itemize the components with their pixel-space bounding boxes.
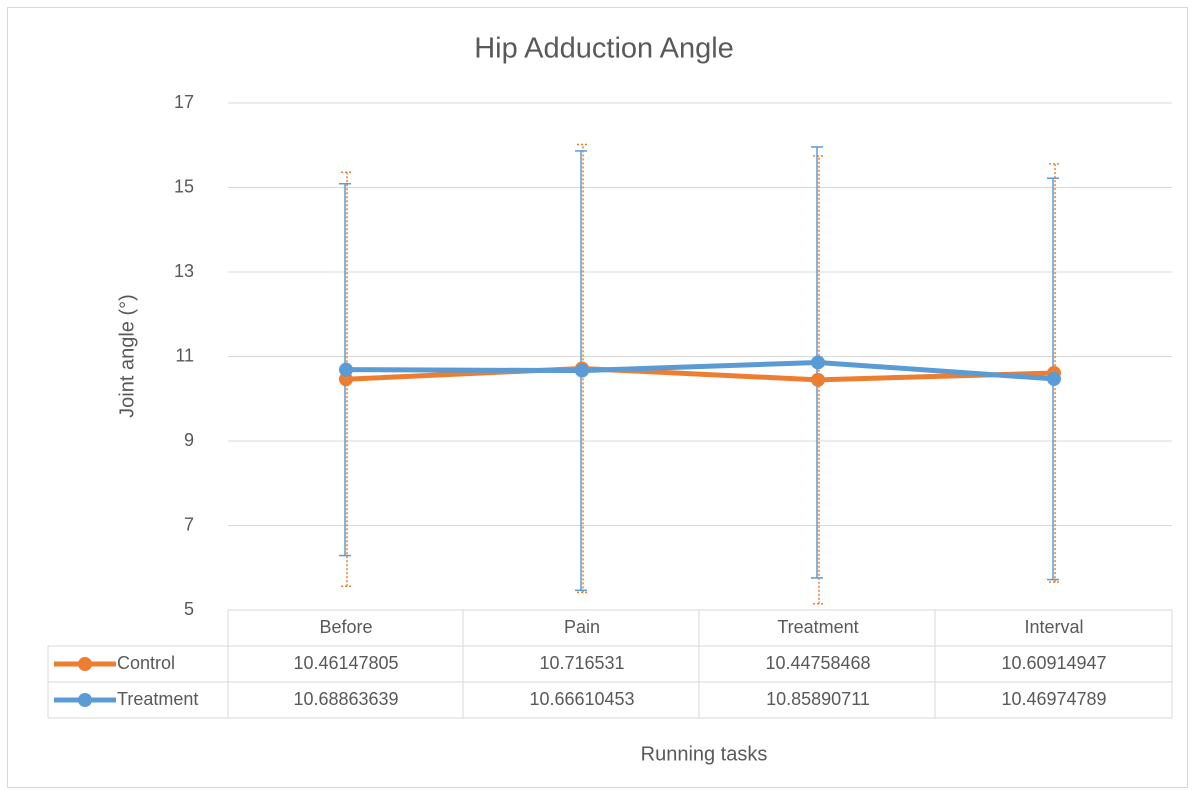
y-tick-label: 17	[174, 92, 194, 112]
table-value: 10.68863639	[293, 689, 398, 709]
y-tick-label: 11	[175, 345, 194, 365]
table-value: 10.66610453	[529, 689, 634, 709]
point	[811, 355, 825, 370]
legend-label: Treatment	[117, 689, 198, 709]
x-tick-label: Before	[319, 617, 372, 637]
point	[339, 362, 353, 377]
x-tick-label: Interval	[1024, 617, 1083, 637]
x-tick-label: Pain	[564, 617, 600, 637]
data-table-grid	[47, 609, 1173, 719]
legend-marker	[78, 657, 92, 671]
y-tick-label: 9	[184, 430, 194, 450]
legend-marker	[78, 693, 92, 707]
table-value: 10.85890711	[766, 689, 870, 709]
series-line	[345, 359, 1055, 382]
y-tick-label: 5	[184, 599, 194, 619]
table-value: 10.716531	[539, 653, 624, 673]
point	[1047, 371, 1061, 386]
y-tick-label: 15	[174, 176, 194, 196]
table-value: 10.44758468	[765, 653, 870, 673]
table-value: 10.60914947	[1001, 653, 1106, 673]
point	[339, 372, 353, 387]
y-tick-label: 7	[184, 514, 194, 534]
table-value: 10.46147805	[293, 653, 398, 673]
series-line	[345, 365, 1055, 383]
y-axis-title: Joint angle (°)	[116, 294, 138, 418]
legend-label: Control	[117, 653, 175, 673]
table-value: 10.46974789	[1001, 689, 1106, 709]
point	[575, 363, 589, 378]
table-lines	[47, 609, 1173, 719]
chart-border	[7, 7, 1188, 788]
y-tick-label: 13	[174, 261, 194, 281]
point	[811, 372, 825, 387]
x-tick-label: Treatment	[777, 617, 858, 637]
chart-title: Hip Adduction Angle	[474, 33, 734, 65]
x-axis-title: Running tasks	[641, 743, 768, 765]
